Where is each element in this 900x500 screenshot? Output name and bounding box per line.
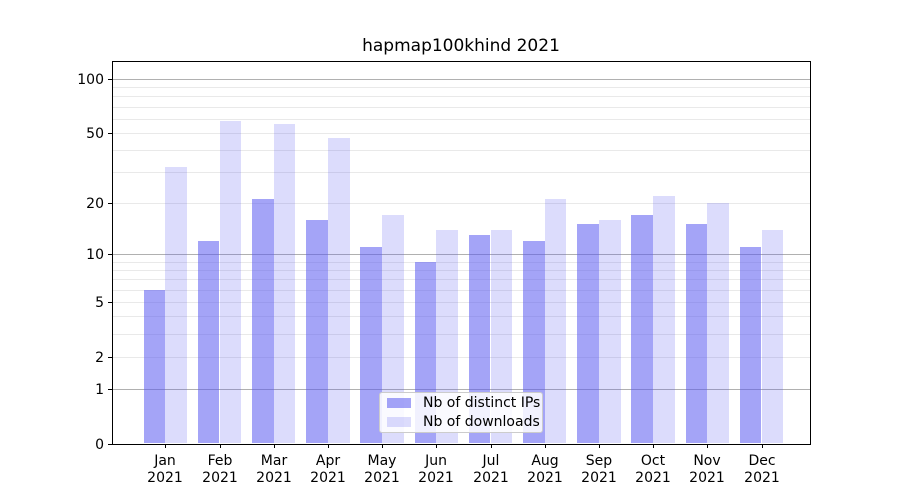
gridline-major [113,254,810,255]
bar-ips-nov [685,224,708,443]
bar-downloads-jul [490,229,513,443]
y-tickmark [108,254,112,255]
gridline-major [113,79,810,80]
chart-title: hapmap100khind 2021 [362,36,560,56]
legend-label: Nb of downloads [423,413,540,430]
x-tickmark [436,444,437,448]
gridline-minor [113,262,810,263]
gridline-major [113,389,810,390]
bar-downloads-sep [598,219,621,443]
y-tickmark [108,357,112,358]
x-tick-label: Jul 2021 [473,453,509,486]
x-tick-label: May 2021 [364,453,400,486]
y-tickmark [108,79,112,80]
bar-ips-may [360,247,383,443]
y-tick-label: 2 [95,350,104,366]
bar-downloads-dec [761,229,784,443]
x-tick-label: Jun 2021 [418,453,454,486]
gridline-minor [113,119,810,120]
x-tick-label: Sep 2021 [581,453,617,486]
bar-ips-feb [197,240,220,443]
gridline-minor [113,133,810,134]
y-tickmark [108,133,112,134]
x-tickmark [328,444,329,448]
y-tick-label: 0 [95,437,104,453]
x-tick-label: Dec 2021 [744,453,780,486]
y-tickmark [108,203,112,204]
gridline-minor [113,270,810,271]
plot-area [112,61,811,445]
gridline-minor [113,96,810,97]
x-tickmark [491,444,492,448]
bar-ips-jul [468,235,491,443]
x-tick-label: Nov 2021 [689,453,725,486]
x-tickmark [653,444,654,448]
x-tickmark [220,444,221,448]
bar-downloads-jun [436,229,459,443]
x-tick-label: Mar 2021 [256,453,292,486]
gridline-minor [113,150,810,151]
legend-label: Nb of distinct IPs [423,394,541,411]
x-tickmark [274,444,275,448]
x-tickmark [599,444,600,448]
y-tickmark [108,389,112,390]
gridline-minor [113,334,810,335]
gridline-minor [113,302,810,303]
y-tickmark [108,302,112,303]
x-tick-label: Feb 2021 [202,453,238,486]
bar-downloads-aug [544,199,567,443]
y-tick-label: 5 [95,295,104,311]
y-tick-label: 20 [86,196,104,212]
bar-downloads-oct [653,195,675,443]
legend-row-ips: Nb of distinct IPs [387,394,542,411]
gridline-minor [113,279,810,280]
y-tick-label: 50 [86,126,104,142]
bar-downloads-apr [327,137,350,443]
x-tickmark [545,444,546,448]
bar-downloads-mar [273,124,296,443]
bar-downloads-may [382,215,404,443]
bar-downloads-feb [219,121,242,443]
gridline-minor [113,172,810,173]
bar-ips-oct [631,215,654,443]
x-tick-label: Aug 2021 [527,453,563,486]
gridline-minor [113,316,810,317]
bar-ips-apr [306,219,328,443]
gridline-minor [113,203,810,204]
x-tick-label: Oct 2021 [635,453,671,486]
legend-swatch-ips [387,398,411,408]
y-tick-label: 100 [77,72,104,88]
gridline-minor [113,290,810,291]
legend-row-downloads: Nb of downloads [387,413,542,430]
bar-ips-sep [577,224,599,443]
x-tickmark [165,444,166,448]
bar-ips-mar [251,199,274,443]
legend: Nb of distinct IPs Nb of downloads [379,392,543,433]
y-tickmark [108,444,112,445]
x-tick-label: Jan 2021 [147,453,183,486]
y-tick-label: 1 [95,382,104,398]
gridline-minor [113,107,810,108]
y-tick-label: 10 [86,247,104,263]
gridline-minor [113,357,810,358]
bar-downloads-nov [707,202,730,443]
x-tick-label: Apr 2021 [310,453,346,486]
bar-ips-jan [143,289,166,443]
bar-downloads-jan [165,167,188,443]
gridline-minor [113,87,810,88]
legend-swatch-downloads [387,417,411,427]
bar-ips-dec [739,247,762,443]
x-tickmark [707,444,708,448]
x-tickmark [382,444,383,448]
x-tickmark [762,444,763,448]
